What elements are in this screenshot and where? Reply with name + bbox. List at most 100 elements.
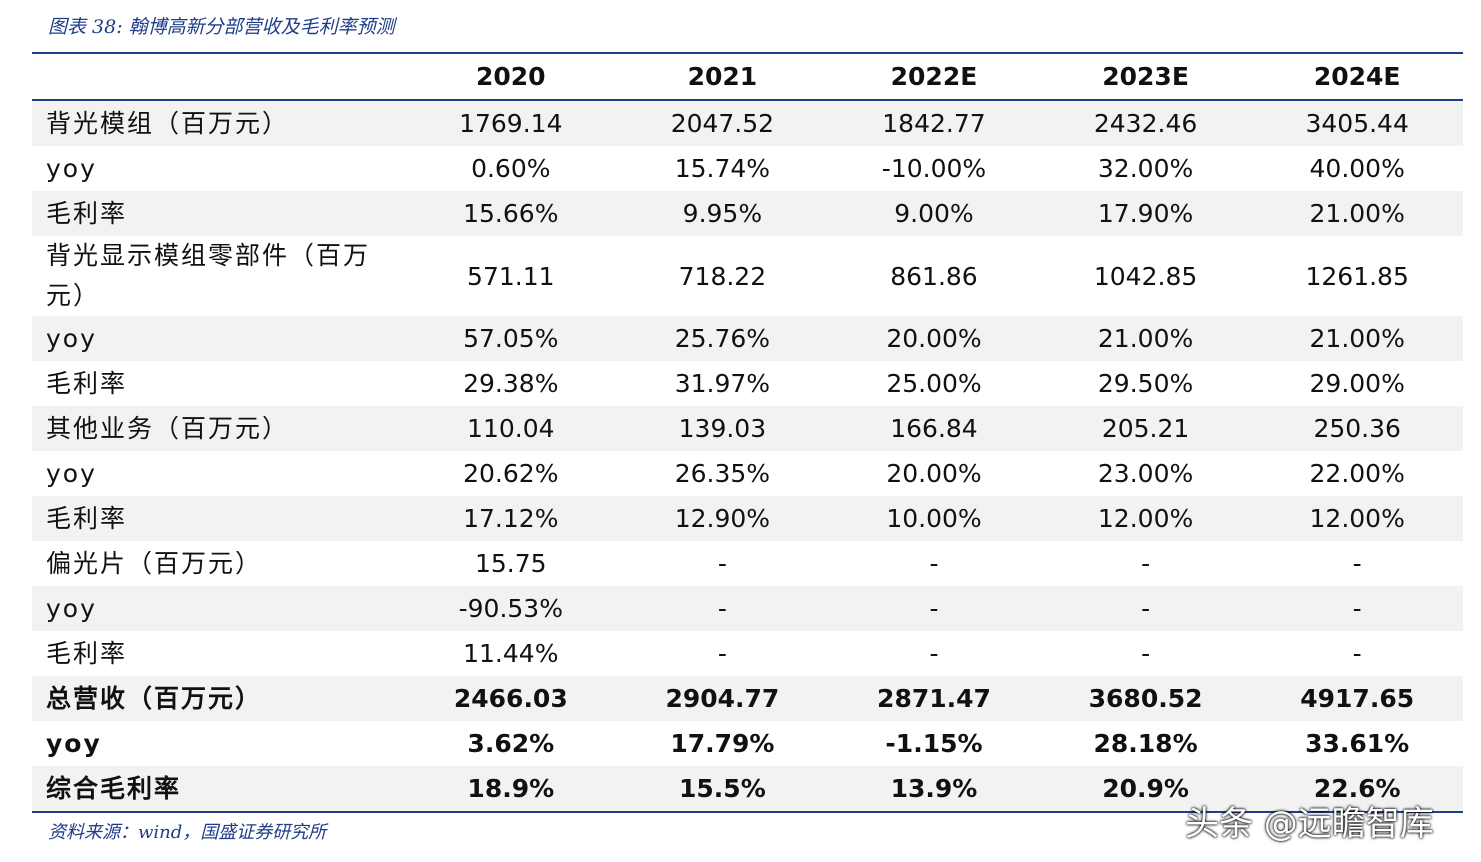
cell: 21.00% <box>1309 199 1405 228</box>
row-label: yoy <box>46 458 97 488</box>
cell: 2047.52 <box>670 109 775 138</box>
cell: 29.50% <box>1097 369 1194 398</box>
table-row: 背光模组（百万元） 1769.14 2047.52 1842.77 2432.46 340… <box>32 100 1463 146</box>
cell: - <box>1141 594 1151 623</box>
cell: 12.00% <box>1097 504 1194 533</box>
cell: -90.53% <box>458 594 563 623</box>
cell: 17.79% <box>670 729 775 758</box>
table-row: yoy 3.62% 17.79% -1.15% 28.18% 33.61% <box>32 721 1463 766</box>
row-label: 毛利率 <box>46 638 128 668</box>
cell: 110.04 <box>467 414 555 443</box>
cell: 3.62% <box>467 729 555 758</box>
table-row: yoy 20.62% 26.35% 20.00% 23.00% 22.00% <box>32 451 1463 496</box>
cell: - <box>717 594 727 623</box>
cell: -10.00% <box>881 154 987 183</box>
column-header: 2020 <box>405 53 617 101</box>
cell: 29.38% <box>463 369 559 398</box>
cell: 15.66% <box>463 199 559 228</box>
cell: - <box>1352 639 1362 668</box>
title: 图表 38: 翰博高新分部营收及毛利率预测 <box>48 16 395 38</box>
cell: 25.00% <box>886 369 982 398</box>
cell: 205.21 <box>1101 414 1190 443</box>
column-header: 2023E <box>1039 53 1252 101</box>
table-row: 毛利率 15.66% 9.95% 9.00% 17.90% 21.00% <box>32 191 1463 236</box>
row-label: 总营收（百万元） <box>46 683 263 713</box>
cell: 29.00% <box>1309 369 1405 398</box>
row-label: 其他业务（百万元） <box>46 413 290 443</box>
cell: 21.00% <box>1097 324 1194 353</box>
column-header: 2022E <box>828 53 1040 101</box>
cell: 718.22 <box>678 261 767 291</box>
table-row: 毛利率 29.38% 31.97% 25.00% 29.50% 29.00% <box>32 361 1463 406</box>
cell: 4917.65 <box>1300 684 1415 713</box>
cell: 13.9% <box>890 774 978 803</box>
cell: 3405.44 <box>1305 109 1409 138</box>
source: 资料来源：wind，国盛证券研究所 <box>48 822 327 843</box>
cell: 1261.85 <box>1305 261 1409 291</box>
cell: 15.5% <box>679 774 766 803</box>
cell: 20.00% <box>886 459 982 488</box>
table: 2020 2021 2022E 2023E 2024E 背光模组（百万元） 1769.14… <box>32 52 1463 813</box>
cell: 17.12% <box>463 504 559 533</box>
cell: 23.00% <box>1097 459 1194 488</box>
cell: 26.35% <box>674 459 771 488</box>
cell: - <box>1352 549 1362 578</box>
table-row: yoy 57.05% 25.76% 20.00% 21.00% 21.00% <box>32 316 1463 361</box>
row-label: yoy <box>46 323 97 353</box>
cell: 250.36 <box>1313 414 1401 443</box>
cell: -1.15% <box>885 729 983 758</box>
row-label: 背光模组（百万元） <box>46 108 290 138</box>
cell: 25.76% <box>674 324 771 353</box>
row-label: yoy <box>46 153 97 183</box>
header-row: 2020 2021 2022E 2023E 2024E <box>32 53 1463 101</box>
table-row: yoy -90.53% - - - - <box>32 586 1463 631</box>
row-label: yoy <box>46 728 102 758</box>
row-label: 毛利率 <box>46 503 128 533</box>
cell: 9.00% <box>894 199 974 228</box>
cell: - <box>1352 594 1362 623</box>
cell: - <box>1141 639 1151 668</box>
cell: 139.03 <box>678 414 767 443</box>
cell: 22.6% <box>1313 774 1401 803</box>
table-row: 偏光片（百万元） 15.75 - - - - <box>32 541 1463 586</box>
cell: 3680.52 <box>1088 684 1203 713</box>
cell: - <box>929 549 939 578</box>
cell: 0.60% <box>471 154 551 183</box>
cell: 22.00% <box>1309 459 1405 488</box>
cell: 20.62% <box>463 459 559 488</box>
cell: - <box>717 639 727 668</box>
table-row: 综合毛利率 18.9% 15.5% 13.9% 20.9% 22.6% <box>32 766 1463 812</box>
column-header: 2021 <box>616 53 829 101</box>
cell: 31.97% <box>674 369 771 398</box>
table-row: 毛利率 17.12% 12.90% 10.00% 12.00% 12.00% <box>32 496 1463 541</box>
row-label: 偏光片（百万元） <box>46 548 263 578</box>
table-row: 其他业务（百万元） 110.04 139.03 166.84 205.21 250.36 <box>32 406 1463 451</box>
cell: 1842.77 <box>882 109 986 138</box>
row-label: 综合毛利率 <box>46 773 182 803</box>
cell: - <box>1141 549 1151 578</box>
table-row: yoy 0.60% 15.74% -10.00% 32.00% 40.00% <box>32 146 1463 191</box>
cell: 32.00% <box>1097 154 1194 183</box>
cell: 12.00% <box>1309 504 1405 533</box>
cell: - <box>717 549 727 578</box>
row-label: 毛利率 <box>46 368 128 398</box>
cell: 2466.03 <box>453 684 568 713</box>
table-row: 背光显示模组零部件（百万元） 571.11 718.22 861.86 1042.85 1… <box>32 236 1463 316</box>
cell: 15.74% <box>674 154 771 183</box>
cell: 861.86 <box>890 261 978 291</box>
row-label: yoy <box>46 593 97 623</box>
cell: 166.84 <box>890 414 978 443</box>
cell: 2871.47 <box>877 684 991 713</box>
column-header: 2024E <box>1251 53 1463 101</box>
cell: 10.00% <box>886 504 982 533</box>
cell: 1042.85 <box>1093 261 1198 291</box>
cell: 57.05% <box>463 324 559 353</box>
table-body: 背光模组（百万元） 1769.14 2047.52 1842.77 2432.46 340… <box>32 100 1463 812</box>
column-header <box>32 53 405 101</box>
cell: 11.44% <box>463 639 559 668</box>
cell: - <box>929 594 939 623</box>
cell: 33.61% <box>1305 729 1410 758</box>
cell: 2904.77 <box>665 684 780 713</box>
cell: 20.9% <box>1102 774 1189 803</box>
